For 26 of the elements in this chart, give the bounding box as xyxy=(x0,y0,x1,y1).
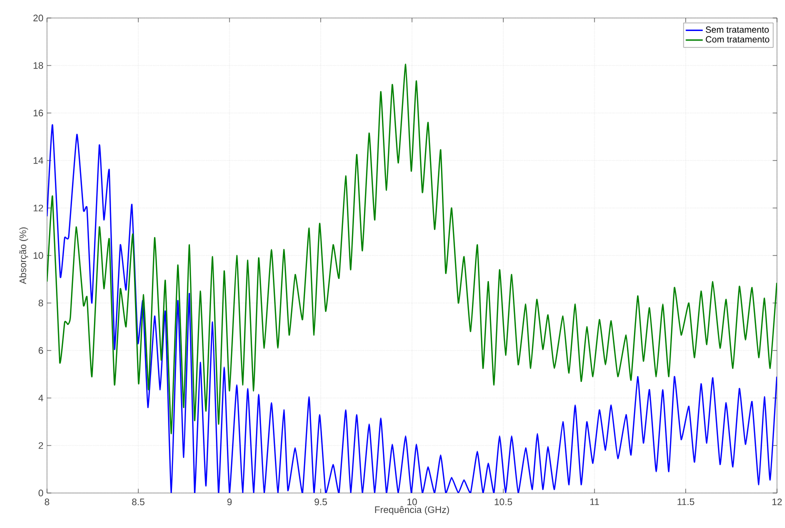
legend-label: Sem tratamento xyxy=(706,26,769,33)
y-tick-label: 2 xyxy=(38,442,44,449)
x-tick-label: 10 xyxy=(407,498,417,506)
y-tick-label: 16 xyxy=(34,110,44,116)
y-tick-label: 8 xyxy=(38,300,44,306)
x-tick-label: 8 xyxy=(44,498,50,506)
x-tick-label: 10.5 xyxy=(494,498,512,506)
y-tick-label: 14 xyxy=(34,157,44,164)
x-axis-title: Frequência (GHz) xyxy=(375,506,449,515)
legend-label: Com tratamento xyxy=(706,36,770,43)
x-tick-label: 12 xyxy=(772,498,782,506)
y-tick-label: 18 xyxy=(34,62,44,69)
x-tick-label: 8.5 xyxy=(132,498,144,506)
line-series xyxy=(47,124,778,493)
x-tick-label: 11.5 xyxy=(678,498,694,506)
y-tick-label: 4 xyxy=(38,394,44,402)
x-tick-label: 9.5 xyxy=(314,498,327,506)
line-series xyxy=(47,64,778,434)
y-tick-label: 10 xyxy=(34,252,44,259)
y-tick-label: 12 xyxy=(34,204,44,212)
y-tick-label: 20 xyxy=(33,14,44,22)
y-tick-label: 6 xyxy=(38,347,44,354)
x-tick-label: 11 xyxy=(590,498,599,506)
x-tick-label: 9 xyxy=(227,498,232,506)
y-tick-label: 0 xyxy=(38,490,44,496)
y-axis-title: Absorção (%) xyxy=(19,227,28,284)
